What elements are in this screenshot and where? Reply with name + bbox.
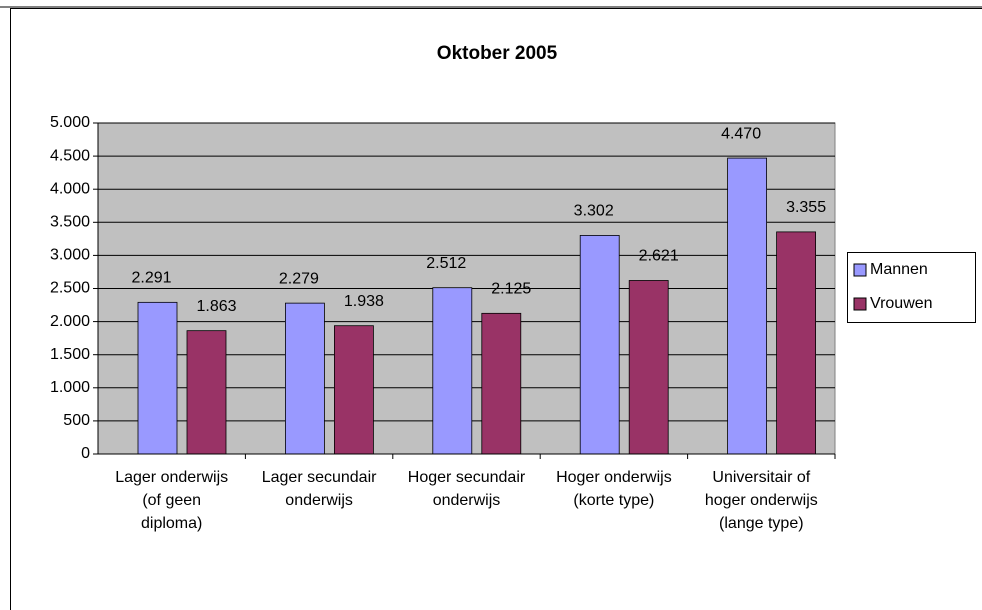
y-tick-label: 2.500 xyxy=(50,280,90,297)
y-tick-label: 3.500 xyxy=(50,214,90,231)
value-label: 3.355 xyxy=(786,199,826,216)
legend-label: Vrouwen xyxy=(870,295,933,312)
value-label: 4.470 xyxy=(721,125,761,142)
value-label: 2.125 xyxy=(491,281,531,298)
bar xyxy=(137,301,178,455)
x-tick-label: Lager onderwijs (of geen diploma) xyxy=(115,469,229,532)
y-tick-label: 3.000 xyxy=(50,247,90,264)
legend-label: Mannen xyxy=(870,261,928,278)
y-tick-label: 4.500 xyxy=(50,147,90,164)
bar xyxy=(727,157,767,455)
chart-title: Oktober 2005 xyxy=(437,43,558,64)
value-label: 2.512 xyxy=(426,255,466,272)
x-tick-label: Hoger onderwijs (korte type) xyxy=(556,469,672,509)
value-label: 2.621 xyxy=(639,248,679,265)
y-tick-label: 1.500 xyxy=(50,346,90,363)
legend-box xyxy=(847,252,976,323)
bar xyxy=(284,302,325,455)
value-label: 2.291 xyxy=(131,270,171,287)
bar xyxy=(333,325,374,455)
value-label: 3.302 xyxy=(574,203,614,220)
bar xyxy=(579,235,620,455)
y-tick-label: 2.000 xyxy=(50,313,90,330)
bar xyxy=(776,231,816,455)
x-tick-label: Hoger secundair onderwijs xyxy=(407,469,526,509)
y-tick-label: 5.000 xyxy=(50,114,90,131)
y-tick-label: 0 xyxy=(81,445,90,462)
y-tick-label: 1.000 xyxy=(50,379,90,396)
bar xyxy=(432,287,473,455)
x-tick-label: Lager secundair onderwijs xyxy=(261,469,377,509)
bar xyxy=(628,280,669,455)
bar xyxy=(186,330,227,455)
x-tick-label: Universitair of hoger onderwijs (lange t… xyxy=(704,469,818,532)
legend-swatch xyxy=(853,297,867,311)
value-label: 1.863 xyxy=(196,298,236,315)
y-tick-label: 4.000 xyxy=(50,180,90,197)
legend-swatch xyxy=(853,263,867,277)
bar xyxy=(481,312,522,455)
value-label: 2.279 xyxy=(279,270,319,287)
value-label: 1.938 xyxy=(344,293,384,310)
y-tick-label: 500 xyxy=(63,412,90,429)
